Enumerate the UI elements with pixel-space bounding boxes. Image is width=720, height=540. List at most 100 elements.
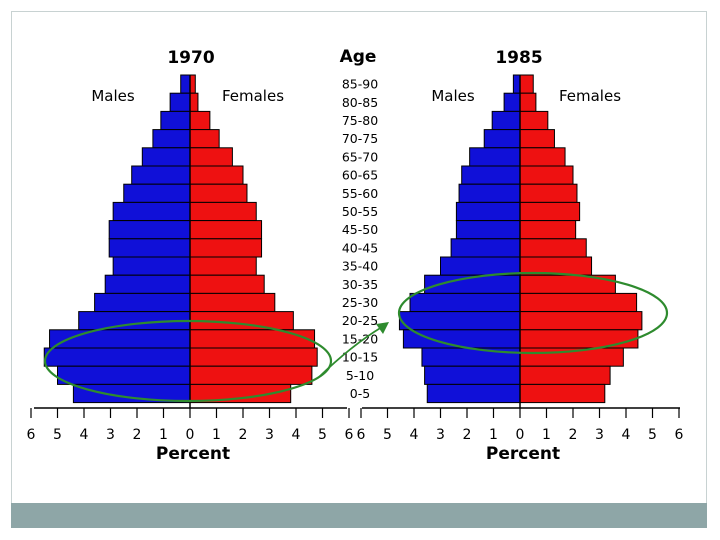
age-label-70-75: 70-75 [342, 131, 378, 146]
pyramid-1985: 1985 Males Females 6 5 4 3 2 1 0 1 2 3 4 5 6 Percent [357, 48, 684, 464]
bar-female-55-60 [189, 183, 248, 203]
bar-female-60-65 [519, 165, 574, 185]
x-tick-label: 5 [648, 427, 657, 443]
bar-female-85-90 [519, 74, 534, 94]
bar-female-25-30 [189, 292, 276, 313]
bar-female-50-55 [519, 201, 581, 222]
bar-male-20-25 [398, 311, 521, 331]
x-tick-label: 1 [159, 427, 168, 443]
bar-male-5-10 [424, 365, 521, 385]
age-label-40-45: 40-45 [342, 240, 378, 255]
age-label-20-25: 20-25 [342, 313, 378, 328]
x-tick-label: 2 [463, 427, 472, 443]
age-label-35-40: 35-40 [342, 259, 378, 274]
x-tick-label: 4 [410, 427, 419, 443]
x-tick-label: 2 [569, 427, 578, 443]
age-label-0-5: 0-5 [350, 386, 370, 401]
bar-female-15-20 [519, 329, 639, 349]
x-tick-label: 3 [595, 427, 604, 443]
pyramid-title: 1970 [167, 48, 214, 68]
bar-male-55-60 [123, 183, 191, 203]
x-axis-title: Percent [486, 444, 560, 464]
x-tick-label: 4 [80, 427, 89, 443]
x-tick-label: 2 [133, 427, 142, 443]
bar-male-40-45 [108, 238, 191, 258]
bar-male-45-50 [455, 220, 521, 240]
bar-female-10-15 [189, 347, 318, 367]
bar-female-5-10 [189, 365, 313, 385]
bar-male-0-5 [426, 383, 521, 404]
bar-male-70-75 [152, 129, 191, 149]
bar-male-45-50 [108, 220, 191, 240]
x-tick-label: 3 [265, 427, 274, 443]
x-tick-label: 4 [622, 427, 631, 443]
bar-female-75-80 [189, 110, 211, 131]
bar-male-25-30 [409, 292, 521, 313]
bar-female-50-55 [189, 201, 257, 222]
highlight-arrow-line [317, 326, 383, 379]
age-column: Age 85-90 80-85 75-80 70-75 65-70 60-65 55-60 5… [340, 47, 379, 401]
bar-female-55-60 [519, 183, 578, 203]
bar-male-50-55 [455, 201, 521, 222]
bar-male-60-65 [461, 165, 521, 185]
bar-female-40-45 [519, 238, 587, 258]
x-tick-label: 3 [106, 427, 115, 443]
x-tick-label: 6 [675, 427, 684, 443]
age-label-10-15: 10-15 [342, 350, 378, 365]
bar-female-35-40 [189, 256, 257, 276]
bar-male-5-10 [57, 365, 191, 385]
bar-female-80-85 [519, 92, 537, 112]
bar-female-70-75 [519, 129, 555, 149]
x-tick-label: 3 [436, 427, 445, 443]
bar-female-85-90 [189, 74, 196, 94]
bar-male-35-40 [112, 256, 191, 276]
highlight-ellipse-1985 [397, 271, 669, 355]
bar-male-65-70 [141, 147, 191, 167]
females-label: Females [559, 87, 621, 105]
bar-female-45-50 [519, 220, 577, 240]
bar-female-20-25 [519, 311, 643, 331]
bar-female-65-70 [189, 147, 233, 167]
age-label-65-70: 65-70 [342, 149, 378, 164]
bar-female-15-20 [189, 329, 316, 349]
bar-male-85-90 [512, 74, 521, 94]
x-tick-label: 4 [292, 427, 301, 443]
bar-male-55-60 [458, 183, 521, 203]
pyramid-1970: 1970 Males Females 6 5 4 3 2 1 0 1 2 3 4 5 6 Percent [27, 48, 354, 464]
age-label-75-80: 75-80 [342, 113, 378, 128]
age-label-50-55: 50-55 [342, 204, 378, 219]
x-tick-label: 6 [27, 427, 36, 443]
age-label-55-60: 55-60 [342, 186, 378, 201]
age-label-80-85: 80-85 [342, 95, 378, 110]
bar-female-70-75 [189, 129, 220, 149]
footer-bar [11, 503, 707, 528]
bar-male-35-40 [440, 256, 521, 276]
x-tick-label: 5 [53, 427, 62, 443]
bar-male-85-90 [180, 74, 191, 94]
x-tick-label: 1 [542, 427, 551, 443]
bar-female-75-80 [519, 110, 549, 131]
x-tick-label: 1 [489, 427, 498, 443]
females-label: Females [222, 87, 284, 105]
x-tick-label: 0 [516, 427, 525, 443]
bar-male-70-75 [483, 129, 521, 149]
x-tick-label: 5 [318, 427, 327, 443]
bar-male-75-80 [491, 110, 521, 131]
bar-male-10-15 [43, 347, 191, 367]
highlight-arrowhead [376, 322, 389, 334]
bar-male-30-35 [104, 274, 191, 294]
bar-male-80-85 [169, 92, 191, 112]
bar-female-60-65 [189, 165, 244, 185]
bar-male-10-15 [421, 347, 521, 367]
age-label-30-35: 30-35 [342, 277, 378, 292]
highlight-ellipse-1970 [43, 319, 333, 403]
bar-female-80-85 [189, 92, 199, 112]
x-axis-title: Percent [156, 444, 230, 464]
age-label-60-65: 60-65 [342, 168, 378, 183]
bar-female-5-10 [519, 365, 611, 385]
bar-male-40-45 [450, 238, 521, 258]
x-tick-label: 6 [345, 427, 354, 443]
bar-male-80-85 [503, 92, 521, 112]
males-label: Males [91, 87, 135, 105]
